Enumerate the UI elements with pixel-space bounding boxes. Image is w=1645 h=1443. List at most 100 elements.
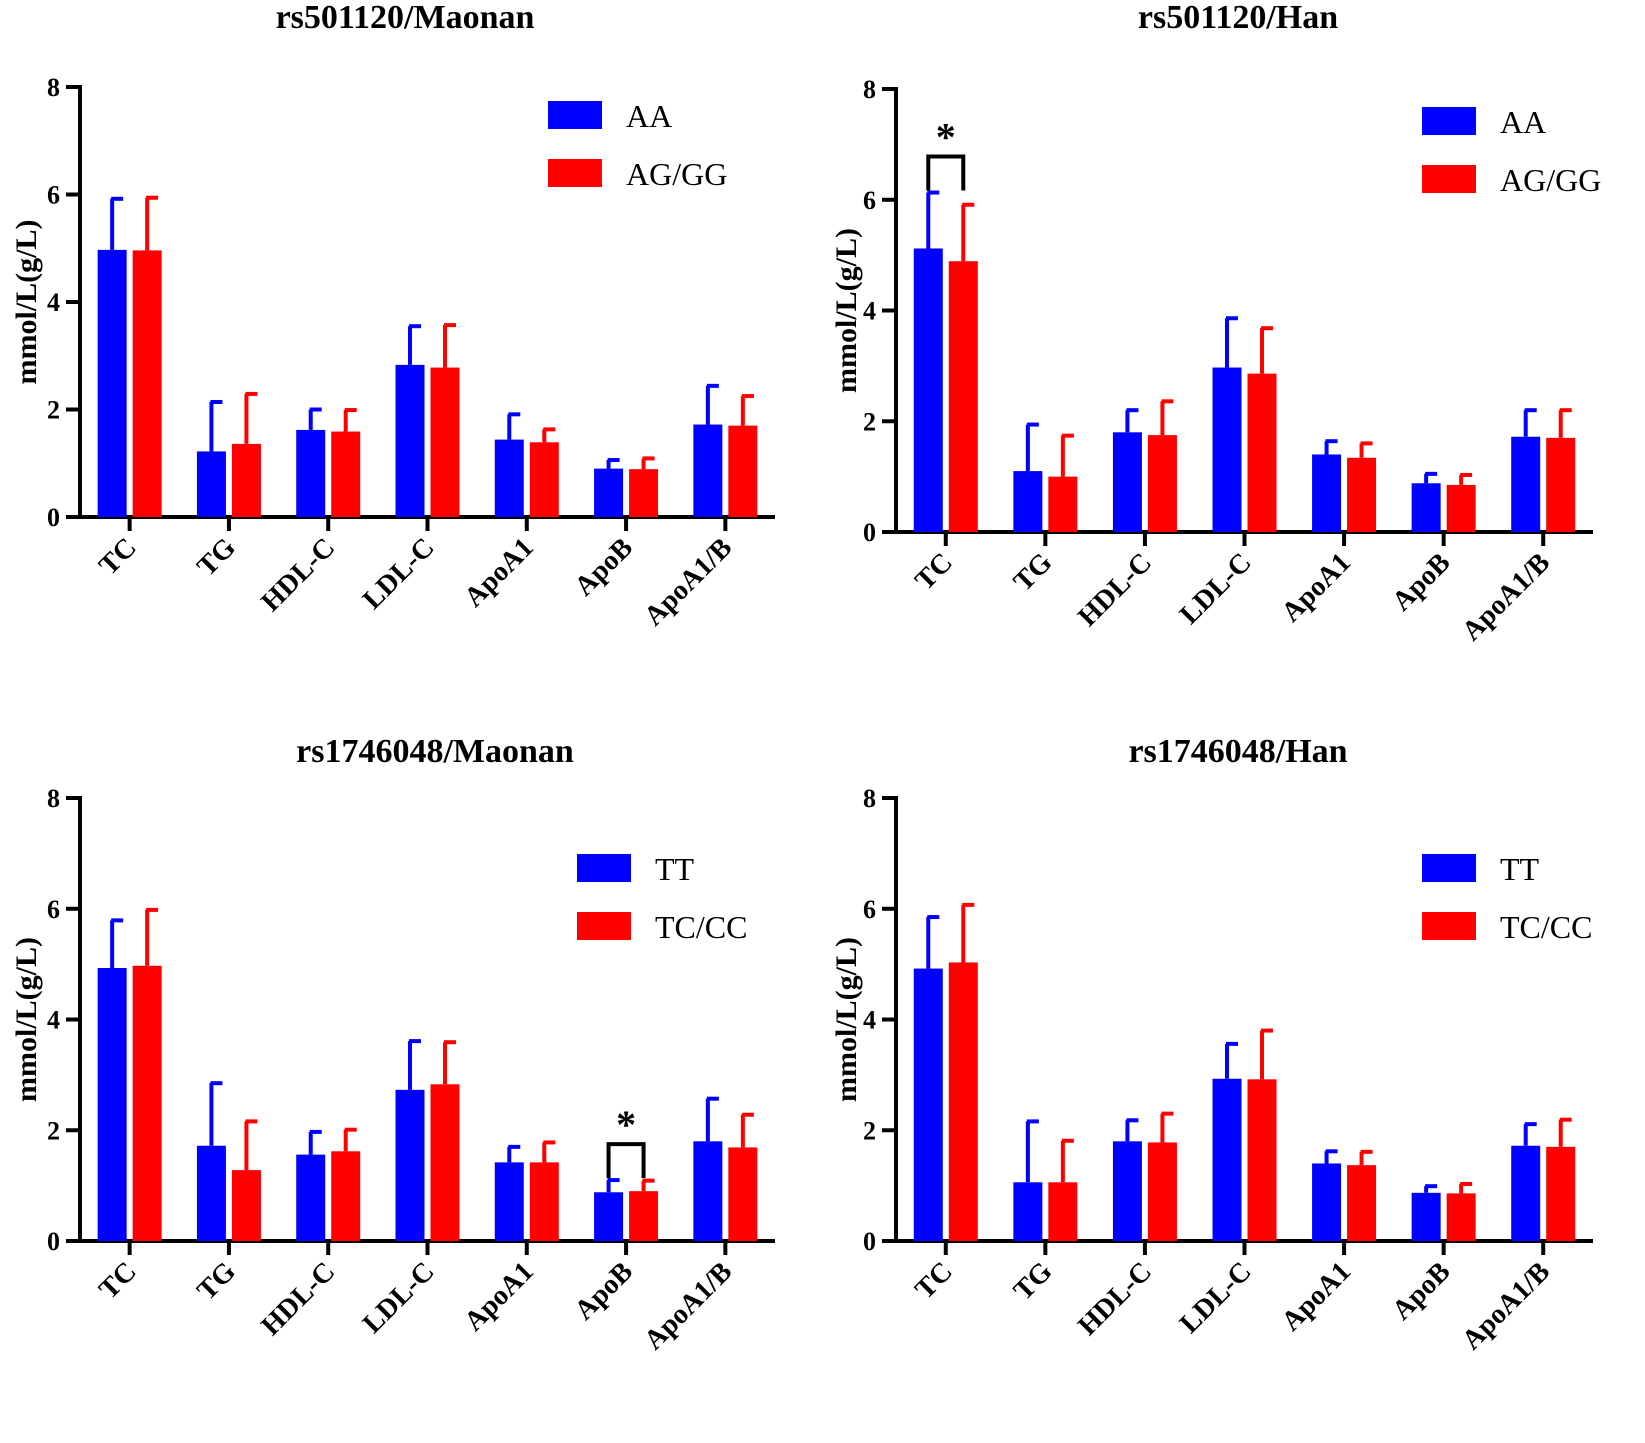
y-axis-label: mmol/L(g/L) <box>830 228 863 393</box>
bar <box>1511 436 1541 532</box>
bar <box>296 1154 326 1241</box>
x-tick-label: LDL-C <box>357 532 441 616</box>
bar <box>430 367 460 517</box>
bar <box>594 1192 624 1241</box>
x-tick-label: ApoA1/B <box>1456 1256 1556 1356</box>
bar <box>693 424 723 517</box>
bar <box>1112 432 1142 532</box>
bar <box>430 1084 460 1241</box>
x-tick-label: HDL-C <box>1072 547 1158 633</box>
bar <box>331 1151 361 1241</box>
bar <box>1247 1079 1277 1241</box>
y-tick-label: 0 <box>863 518 876 547</box>
x-tick-label: TC <box>93 532 142 581</box>
y-tick-label: 0 <box>863 1227 876 1256</box>
bar <box>1212 367 1242 532</box>
bar <box>1312 454 1342 532</box>
y-tick-label: 4 <box>47 288 60 317</box>
legend-label: AG/GG <box>1500 162 1601 198</box>
y-tick-label: 0 <box>47 1227 60 1256</box>
bar <box>1013 471 1043 532</box>
bar <box>1411 483 1441 532</box>
bar <box>1546 1146 1576 1241</box>
x-tick-label: ApoA1 <box>1276 547 1357 628</box>
bar <box>132 250 162 517</box>
legend-swatch <box>577 912 631 940</box>
bar <box>1347 1165 1377 1241</box>
x-tick-label: ApoB <box>1386 547 1456 617</box>
bar <box>196 451 226 517</box>
legend-swatch <box>1422 912 1476 940</box>
bar <box>296 429 326 517</box>
bar <box>1048 476 1078 532</box>
bar <box>1247 373 1277 532</box>
y-tick-label: 6 <box>47 181 60 210</box>
bar <box>1212 1078 1242 1241</box>
y-tick-label: 8 <box>863 784 876 813</box>
y-tick-label: 8 <box>47 784 60 813</box>
chart-panel-4: rs1746048/Han mmol/L(g/L) 0 2 4 6 8 TC TG HDL-C LD… <box>830 733 1593 1356</box>
x-tick-label: ApoB <box>569 1256 639 1326</box>
bar <box>1511 1145 1541 1241</box>
bar <box>1312 1163 1342 1241</box>
bar <box>97 968 127 1241</box>
legend-label: TC/CC <box>1500 909 1592 945</box>
bar <box>231 1170 261 1241</box>
chart-panel-2: rs501120/Han mmol/L(g/L) 0 2 4 6 8 TC TG HDL-C LDL… <box>830 0 1601 647</box>
y-tick-label: 4 <box>863 1006 876 1035</box>
bar <box>529 442 559 517</box>
legend-label: TC/CC <box>655 909 747 945</box>
legend-swatch <box>577 854 631 882</box>
bar <box>1546 437 1576 532</box>
x-tick-label: ApoA1 <box>458 532 539 613</box>
legend-label: TT <box>1500 851 1540 887</box>
y-axis-label: mmol/L(g/L) <box>830 937 863 1102</box>
legend-label: AA <box>1500 104 1546 140</box>
y-axis-label: mmol/L(g/L) <box>10 937 43 1102</box>
x-tick-label: TC <box>93 1256 142 1305</box>
x-tick-label: ApoB <box>569 532 639 602</box>
x-tick-label: TG <box>1008 1256 1059 1307</box>
x-tick-label: TC <box>909 547 958 596</box>
x-tick-label: LDL-C <box>357 1256 441 1340</box>
x-tick-label: TG <box>191 532 242 583</box>
legend-label: TT <box>655 851 695 887</box>
bar <box>1147 435 1177 532</box>
bar <box>494 439 524 517</box>
significance-bracket <box>926 154 966 191</box>
bar <box>395 364 425 517</box>
bar <box>1013 1182 1043 1241</box>
bar <box>1347 457 1377 532</box>
bar <box>948 962 978 1241</box>
chart-title: rs501120/Han <box>1138 0 1338 36</box>
y-tick-label: 4 <box>47 1006 60 1035</box>
x-tick-label: ApoA1 <box>1276 1256 1357 1337</box>
x-tick-label: ApoA1/B <box>638 532 738 632</box>
bar <box>1112 1141 1142 1241</box>
x-tick-label: ApoA1/B <box>638 1256 738 1356</box>
y-tick-label: 8 <box>863 75 876 104</box>
bar <box>395 1089 425 1241</box>
bar <box>728 425 758 517</box>
legend-swatch <box>1422 165 1476 193</box>
y-tick-label: 2 <box>47 1116 60 1145</box>
chart-title: rs1746048/Maonan <box>296 733 574 770</box>
bar <box>629 1191 659 1241</box>
y-tick-label: 6 <box>863 895 876 924</box>
x-tick-label: HDL-C <box>255 532 341 618</box>
legend-label: AG/GG <box>626 156 727 192</box>
significance-label: * <box>616 1102 636 1147</box>
x-tick-label: LDL-C <box>1174 1256 1258 1340</box>
chart-panel-3: rs1746048/Maonan mmol/L(g/L) 0 2 4 6 8 TC TG HDL-… <box>10 733 775 1356</box>
y-tick-label: 8 <box>47 73 60 102</box>
x-tick-label: TC <box>909 1256 958 1305</box>
bar <box>693 1141 723 1241</box>
bar <box>529 1162 559 1241</box>
y-tick-label: 2 <box>47 396 60 425</box>
y-tick-label: 2 <box>863 407 876 436</box>
y-tick-label: 2 <box>863 1116 876 1145</box>
legend-label: AA <box>626 98 672 134</box>
y-axis-label: mmol/L(g/L) <box>10 220 43 385</box>
bar <box>948 261 978 532</box>
